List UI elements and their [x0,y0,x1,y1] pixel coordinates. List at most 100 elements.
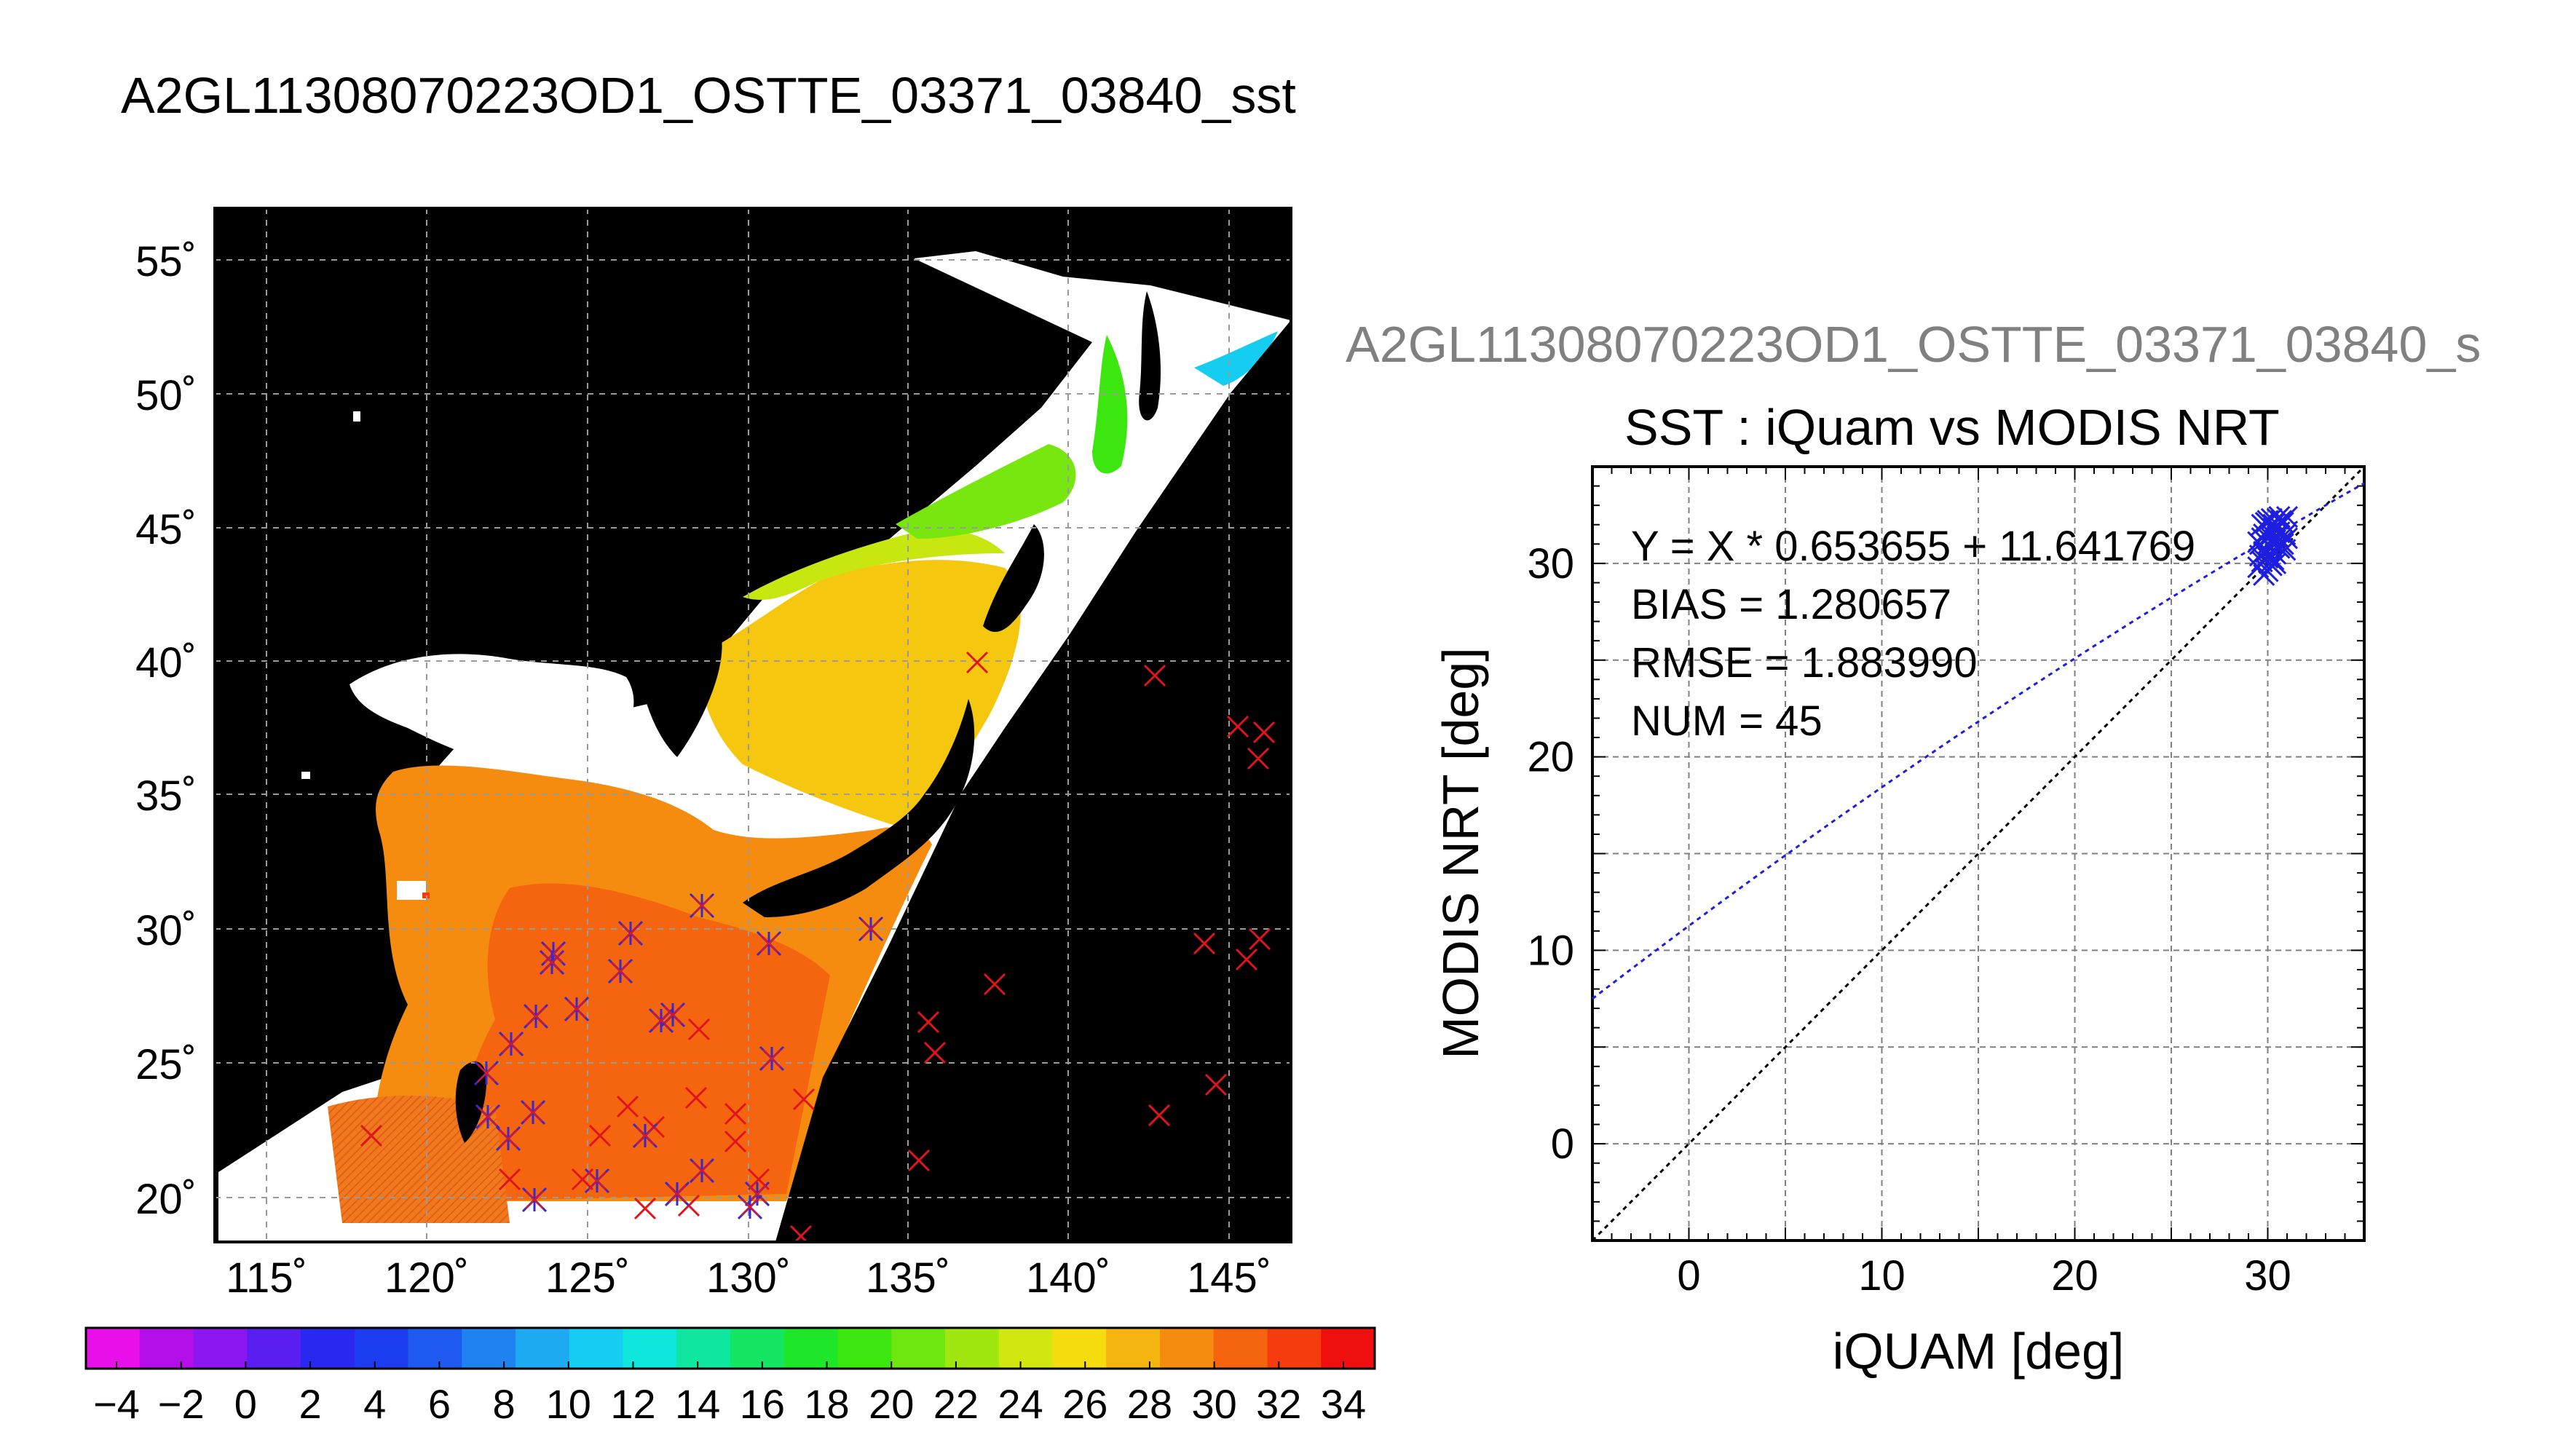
iquam-match-marker-red [1193,932,1216,955]
iquam-match-marker-red-overlay [663,1005,682,1024]
colorbar-swatch [891,1328,946,1369]
colorbar-swatch [783,1328,838,1369]
scatter-point [2274,539,2297,561]
x-axis-label: iQUAM [deg] [1833,1323,2125,1380]
colorbar-label: 6 [428,1381,451,1427]
colorbar-label: 32 [1256,1381,1301,1427]
iquam-match-marker-red-overlay [668,1184,687,1203]
korea-land [350,654,634,764]
colorbar-swatch [945,1328,1000,1369]
colorbar-label: 4 [363,1381,386,1427]
iquam-match-marker-red-overlay [636,1126,655,1145]
scatter-point [2268,506,2291,529]
iquam-match-marker-red [917,1010,940,1034]
lon-tick-label: 135˚ [866,1254,950,1302]
sst-cyan-okhotsk [1194,331,1278,386]
iquam-match-marker-red-overlay [652,1011,671,1030]
lon-tick-label: 130˚ [706,1254,791,1302]
iquam-match-marker-red-overlay [759,934,778,953]
iquam-match-marker-red [724,1130,747,1153]
hokkaido-land [1149,419,1193,451]
regression-equation: Y = X * 0.653655 + 11.641769 [1631,523,2195,570]
x-tick-labels: 0 10 20 30 [1677,1252,2291,1299]
colorbar-swatch [86,1328,141,1369]
colorbar-swatch [730,1328,785,1369]
colorbar [84,1326,1376,1370]
iquam-match-marker-red [1235,948,1258,971]
identity-line [1591,465,2366,1242]
iquam-match-marker-red-overlay [526,1007,545,1026]
iquam-match-marker-red [965,651,989,674]
scatter-point [2266,525,2289,547]
scatter-point [2251,513,2273,536]
bias-stat: BIAS = 1.280657 [1631,581,1951,628]
iquam-match-marker-red [1143,664,1166,687]
iquam-match-marker-red-overlay [692,896,711,915]
iquam-match-marker-red [616,1095,639,1118]
iquam-match-marker-red-overlay [861,919,880,938]
colorbar-swatch [139,1328,194,1369]
iquam-match-marker-red-overlay [621,924,640,943]
main-title: A2GL11308070223OD1_OSTTE_03371_03840_sst [121,67,1296,124]
iquam-match-marker-red [907,1149,931,1172]
x-tick-label: 10 [1858,1252,1906,1299]
iquam-match-marker-red [360,1124,383,1147]
iquam-match-marker-red-overlay [588,1171,607,1190]
x-tick-label: 30 [2244,1252,2291,1299]
x-tick-label: 0 [1677,1252,1700,1299]
iquam-match-marker-red-overlay [477,1064,496,1083]
y-tick-labels: 0 10 20 30 [1527,540,1574,1168]
colorbar-label: 16 [740,1381,785,1427]
colorbar-swatch [1213,1328,1268,1369]
island [353,411,360,422]
iquam-match-marker-red [1252,721,1276,744]
iquam-match-marker-red [789,1224,813,1242]
scatter-point [2270,531,2293,553]
colorbar-swatch [1321,1328,1375,1369]
iquam-match-marker-red [1204,1073,1228,1096]
colorbar-label: −2 [158,1381,205,1427]
iquam-match-marker-red-overlay [524,1103,542,1122]
colorbar-swatch [1267,1328,1322,1369]
japan-north-land [983,524,1044,633]
lat-tick-labels: 55˚ 50˚ 45˚ 40˚ 35˚ 30˚ 25˚ 20˚ [135,238,197,1223]
iquam-match-marker-red [1148,1104,1171,1127]
scatter-heading: SST : iQuam vs MODIS NRT [1624,399,2280,456]
colorbar-swatch [354,1328,408,1369]
iquam-match-marker-red [588,1124,612,1147]
scatter-point [2256,510,2279,532]
colorbar-swatch [998,1328,1053,1369]
iquam-match-marker-red-overlay [542,953,561,972]
iquam-match-marker-red-overlay [478,1107,497,1126]
iquam-match-marker-red [1248,927,1271,951]
scatter-file-title: A2GL11308070223OD1_OSTTE_03371_03840_s [1346,316,2481,373]
colorbar-label: 12 [610,1381,655,1427]
iquam-match-marker-red-overlay [499,1129,518,1148]
y-tick-label: 0 [1551,1120,1574,1168]
scatter-points [2247,506,2299,586]
colorbar-label: 22 [933,1381,979,1427]
y-axis-label: MODIS NRT [deg] [1432,647,1489,1059]
colorbar-swatch [408,1328,462,1369]
colorbar-label: 20 [869,1381,914,1427]
colorbar-swatch [1052,1328,1107,1369]
sst-yellow-band [699,560,1021,830]
island [301,772,310,779]
colorbar-swatch [623,1328,677,1369]
sakhalin-land [1139,291,1161,421]
x-tick-label: 20 [2051,1252,2098,1299]
iquam-match-marker-red-overlay [502,1034,521,1053]
colorbar-label: −4 [93,1381,140,1427]
y-tick-label: 30 [1527,540,1574,587]
map-grid [215,208,1291,1242]
scatter-point [2264,552,2287,574]
colorbar-label: 34 [1321,1381,1366,1427]
colorbar-label: 24 [998,1381,1043,1427]
lon-tick-labels: 115˚ 120˚ 125˚ 130˚ 135˚ 140˚ 145˚ [226,1254,1271,1302]
colorbar-swatch [516,1328,570,1369]
lat-tick-label: 20˚ [135,1176,197,1223]
sst-green-north2 [1092,335,1128,474]
iquam-match-marker-red-overlay [741,1198,759,1216]
colorbar-label: 26 [1062,1381,1107,1427]
